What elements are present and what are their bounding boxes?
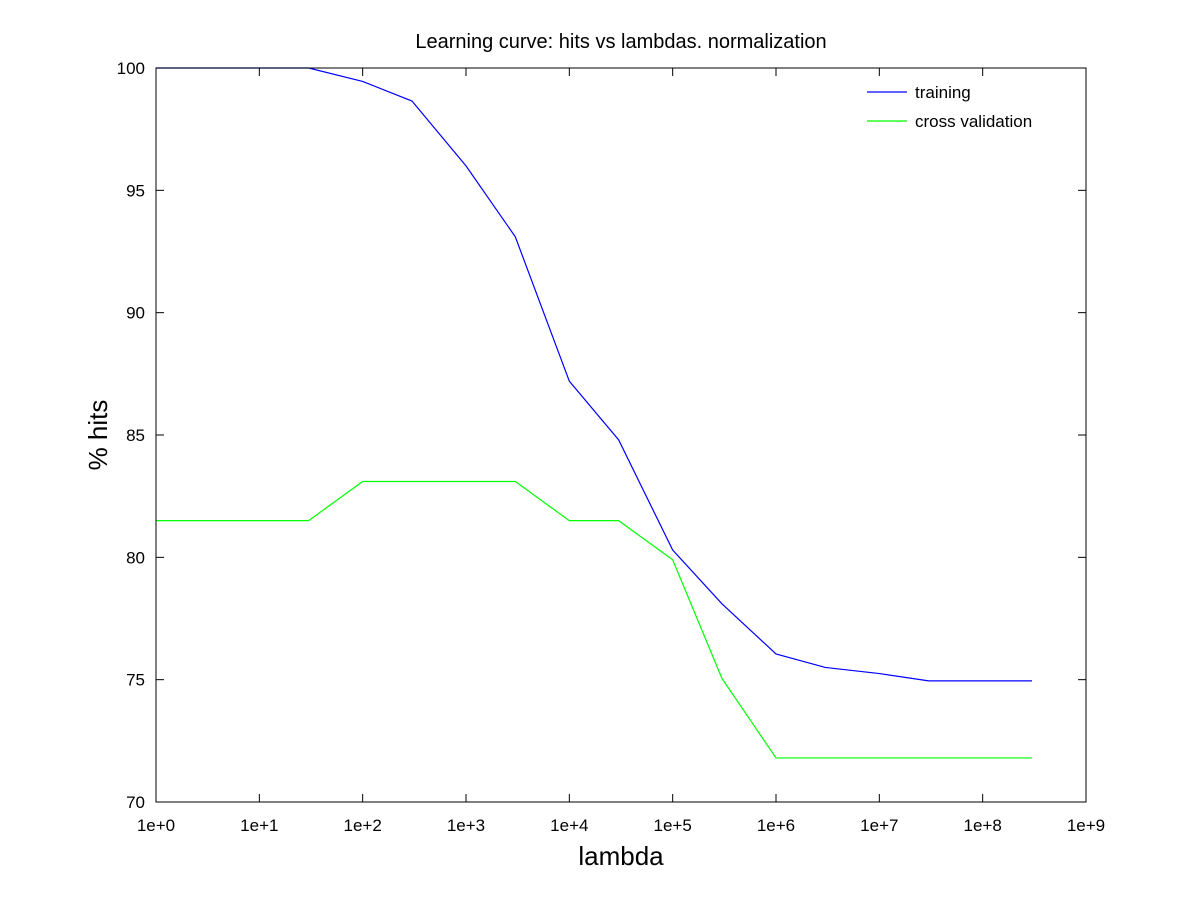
y-tick-label: 90 <box>126 304 145 323</box>
x-tick-label: 1e+4 <box>550 816 588 835</box>
x-tick-label: 1e+5 <box>654 816 692 835</box>
y-tick-label: 95 <box>126 181 145 200</box>
chart-title: Learning curve: hits vs lambdas. normali… <box>415 31 826 53</box>
y-tick-label: 80 <box>126 548 145 567</box>
y-tick-label: 85 <box>126 426 145 445</box>
y-axis-title: % hits <box>83 400 113 471</box>
legend-label: cross validation <box>915 112 1032 131</box>
legend-label: training <box>915 83 971 102</box>
x-tick-label: 1e+0 <box>137 816 175 835</box>
y-tick-label: 75 <box>126 671 145 690</box>
x-axis-title: lambda <box>578 841 664 871</box>
x-tick-label: 1e+8 <box>964 816 1002 835</box>
x-tick-label: 1e+2 <box>344 816 382 835</box>
x-tick-label: 1e+7 <box>860 816 898 835</box>
plot-background <box>156 68 1086 802</box>
x-tick-label: 1e+3 <box>447 816 485 835</box>
y-tick-label: 100 <box>117 59 145 78</box>
x-tick-label: 1e+6 <box>757 816 795 835</box>
legend: training cross validation <box>867 83 1032 131</box>
axis-ticks <box>155 67 1087 803</box>
x-tick-label: 1e+9 <box>1067 816 1105 835</box>
y-tick-label: 70 <box>126 793 145 812</box>
plot-frame <box>155 67 1087 803</box>
series-line-cross-validation <box>156 480 1032 759</box>
x-tick-label: 1e+1 <box>240 816 278 835</box>
tick-labels: 1e+0 1e+1 1e+2 1e+3 1e+4 1e+5 1e+6 1e+7 1e+8 1e+9… <box>117 59 1106 835</box>
